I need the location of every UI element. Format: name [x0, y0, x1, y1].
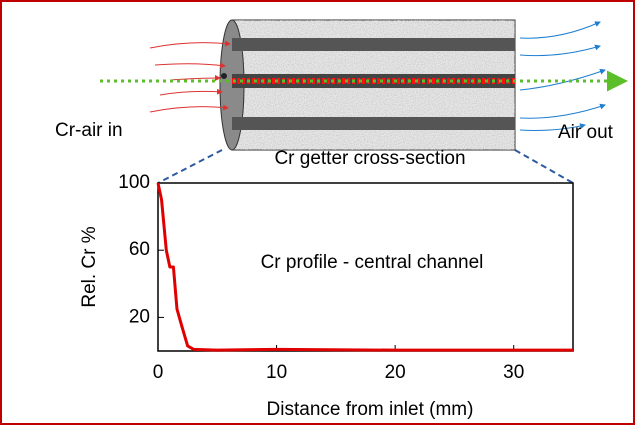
y-axis-label: Rel. Cr %	[79, 226, 100, 307]
y-tick-label: 20	[129, 306, 150, 327]
annotation: Cr profile - central channel	[261, 252, 484, 273]
getter-diagram	[100, 19, 628, 184]
x-tick-label: 10	[266, 362, 287, 383]
diagram-caption: Cr getter cross-section	[274, 148, 465, 169]
x-tick-label: 30	[503, 362, 524, 383]
x-tick-label: 0	[153, 362, 164, 383]
y-tick-label: 60	[129, 239, 150, 260]
outlet-label: Air out	[558, 122, 614, 143]
inlet-label: Cr-air in	[55, 120, 123, 141]
x-tick-label: 20	[385, 362, 406, 383]
x-axis-label: Distance from inlet (mm)	[267, 399, 474, 420]
y-tick-label: 100	[118, 172, 150, 193]
profile-line	[156, 182, 573, 352]
